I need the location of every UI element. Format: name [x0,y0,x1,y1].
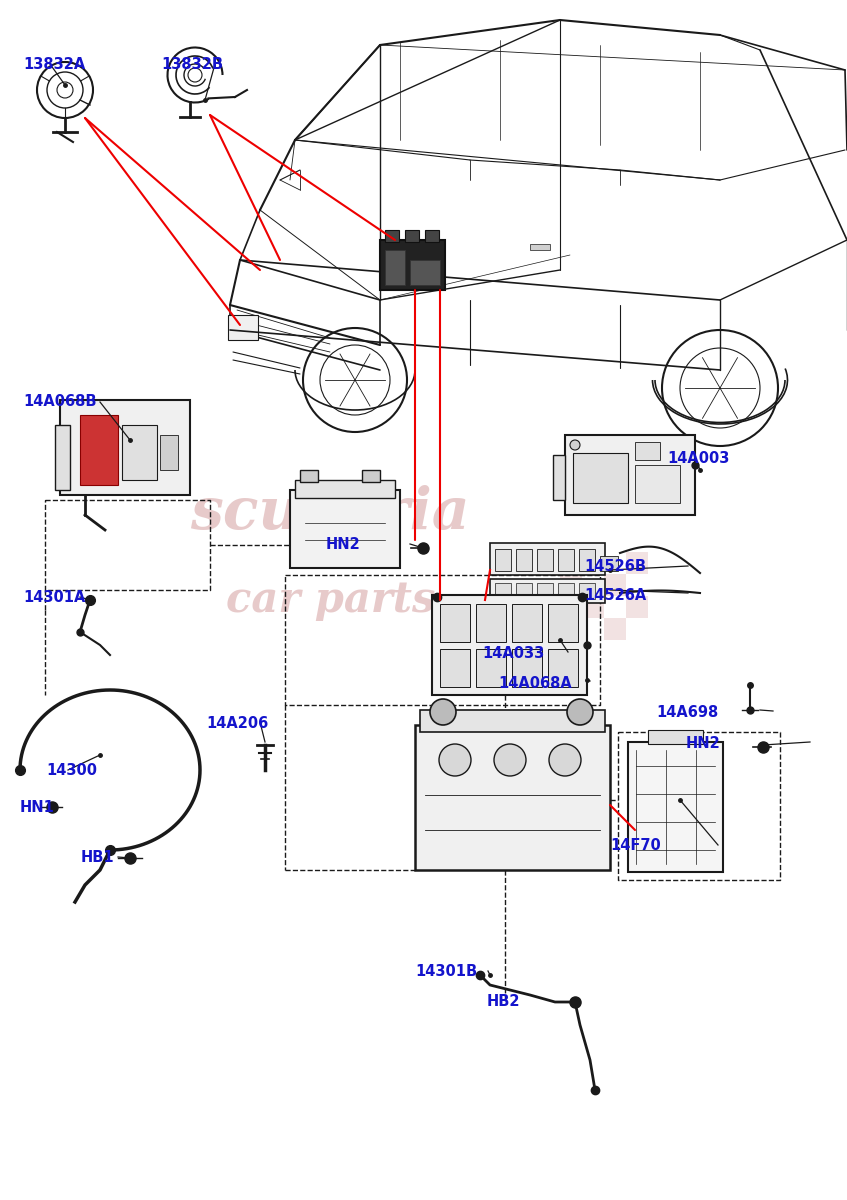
Text: 14A698: 14A698 [656,706,718,720]
Bar [516,583,532,599]
Bar [490,542,605,575]
Text: 14F70: 14F70 [610,839,661,853]
Bar [420,710,605,732]
Bar [553,455,565,500]
Bar [495,583,511,599]
Bar [548,649,578,686]
Circle shape [430,698,456,725]
Bar [490,578,605,602]
Bar [440,604,470,642]
Bar [635,464,680,503]
Bar [582,552,604,574]
Bar [362,470,380,482]
Bar [122,425,157,480]
Text: 14526B: 14526B [584,559,646,574]
Bar [512,649,542,686]
Text: HB2: HB2 [486,995,520,1009]
Text: 14301A: 14301A [24,590,86,605]
Circle shape [549,744,581,776]
Text: HN2: HN2 [326,538,361,552]
Bar [558,583,574,599]
FancyBboxPatch shape [380,240,445,290]
Text: 14A068A: 14A068A [498,677,572,691]
Bar [440,649,470,686]
Text: scuderia: scuderia [191,485,470,542]
Bar [432,595,587,695]
Bar [600,556,618,571]
Text: 14300: 14300 [47,763,97,778]
Bar [495,550,511,571]
Bar [648,730,703,744]
Bar [604,618,626,640]
Bar [628,742,723,872]
Bar [385,250,405,284]
Bar [415,725,610,870]
Text: HN1: HN1 [19,800,54,815]
Text: HN2: HN2 [686,737,721,751]
Bar [560,618,582,640]
Bar [573,452,628,503]
Bar [410,260,440,284]
Bar [516,550,532,571]
Bar [385,230,399,242]
Bar [582,596,604,618]
Bar [626,552,648,574]
Bar [565,434,695,515]
Bar [558,550,574,571]
Text: 14301B: 14301B [415,965,477,979]
Text: 14A206: 14A206 [206,716,268,731]
Circle shape [570,440,580,450]
Text: HB1: HB1 [80,851,114,865]
Text: 14A068B: 14A068B [24,395,97,409]
Bar [476,604,506,642]
Bar [405,230,419,242]
Text: 13832A: 13832A [24,58,86,72]
Text: 13832B: 13832B [161,58,223,72]
Bar [476,649,506,686]
Bar [55,425,70,490]
Text: 14526A: 14526A [584,588,646,602]
Bar [548,604,578,642]
Text: car parts: car parts [225,578,435,622]
Bar [537,583,553,599]
Circle shape [439,744,471,776]
Text: 14A003: 14A003 [667,451,730,466]
Bar [560,574,582,596]
Bar [295,480,395,498]
Circle shape [494,744,526,776]
Circle shape [567,698,593,725]
Bar [290,490,400,568]
Bar [604,574,626,596]
Bar [530,244,550,250]
Bar [300,470,318,482]
Bar [390,239,410,245]
Bar [512,604,542,642]
Bar [80,415,118,485]
Bar [579,583,595,599]
Bar [60,400,190,494]
Bar [160,434,178,470]
Bar [228,314,258,340]
Bar [626,596,648,618]
Bar [425,230,439,242]
Bar [635,442,660,460]
Bar [537,550,553,571]
Text: 14A033: 14A033 [483,647,545,661]
Bar [579,550,595,571]
